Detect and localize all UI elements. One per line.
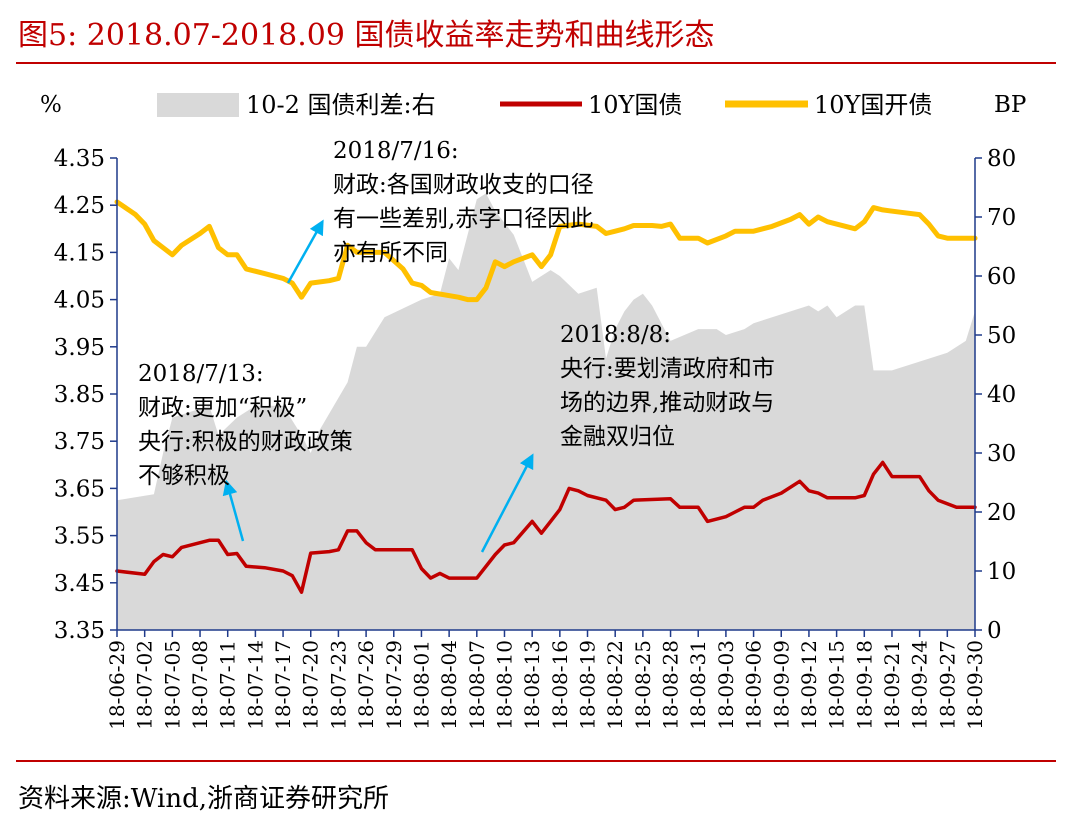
- annotation-0713-line: 央行:积极的财政政策: [138, 429, 353, 455]
- x-tick-label: 18-07-20: [299, 640, 323, 730]
- legend-swatch-spread: [157, 93, 239, 117]
- x-tick-label: 18-07-17: [271, 640, 295, 730]
- x-tick-label: 18-07-14: [243, 640, 267, 730]
- right-tick-label: 0: [987, 618, 1002, 644]
- x-tick-label: 18-08-25: [631, 640, 655, 730]
- left-tick-label: 3.65: [54, 476, 105, 502]
- annotation-0808-line: 2018:8/8:: [560, 322, 671, 348]
- source-note: 资料来源:Wind,浙商证券研究所: [18, 784, 389, 814]
- right-tick-label: 40: [987, 382, 1016, 408]
- x-tick-label: 18-09-30: [963, 640, 987, 730]
- x-tick-label: 18-07-26: [354, 640, 378, 730]
- legend-label-10y-gov: 10Y国债: [588, 91, 682, 119]
- right-tick-label: 60: [987, 264, 1016, 290]
- annotation-0713-line: 2018/7/13:: [138, 361, 264, 387]
- left-tick-label: 3.55: [54, 524, 105, 550]
- yield-lines-layer: [114, 199, 978, 594]
- x-tick-label: 18-08-19: [576, 640, 600, 730]
- x-tick-label: 18-07-29: [382, 640, 406, 730]
- x-tick-label: 18-07-08: [188, 640, 212, 730]
- right-tick-label: 80: [987, 146, 1016, 172]
- series-10y-cdb-line: [114, 199, 978, 303]
- x-tick-label: 18-09-24: [908, 640, 932, 730]
- left-tick-label: 3.75: [54, 429, 105, 455]
- legend-label-spread: 10-2 国债利差:右: [246, 91, 436, 119]
- left-tick-label: 4.25: [54, 193, 105, 219]
- x-tick-label: 18-09-21: [880, 640, 904, 730]
- x-tick-label: 18-08-04: [437, 640, 461, 730]
- x-tick-label: 18-06-29: [105, 640, 129, 730]
- left-tick-label: 3.35: [54, 618, 105, 644]
- annotation-arrow-0716: [286, 219, 324, 284]
- x-tick-label: 18-08-10: [493, 640, 517, 730]
- x-tick-label: 18-08-16: [548, 640, 572, 730]
- bottom-divider: [16, 760, 1056, 762]
- top-divider: [16, 62, 1056, 64]
- annotation-0808-line: 央行:要划清政府和市: [560, 356, 775, 382]
- spread-10-2-area: [117, 193, 975, 630]
- left-tick-label: 3.45: [54, 571, 105, 597]
- x-tick-label: 18-08-28: [659, 640, 683, 730]
- left-tick-label: 3.95: [54, 335, 105, 361]
- right-tick-label: 30: [987, 441, 1016, 467]
- x-tick-label: 18-08-22: [603, 640, 627, 730]
- annotation-0808-line: 金融双归位: [560, 424, 675, 450]
- right-axis-unit: BP: [994, 92, 1026, 118]
- left-tick-label: 3.85: [54, 382, 105, 408]
- annotation-0808-line: 场的边界,推动财政与: [560, 390, 774, 416]
- x-tick-label: 18-09-18: [852, 640, 876, 730]
- x-tick-label: 18-09-27: [935, 640, 959, 730]
- x-tick-label: 18-08-01: [410, 640, 434, 730]
- chart-title: 图5: 2018.07-2018.09 国债收益率走势和曲线形态: [18, 18, 715, 53]
- right-tick-label: 20: [987, 500, 1016, 526]
- annotation-0716-line: 2018/7/16:: [333, 138, 459, 164]
- left-tick-label: 4.15: [54, 240, 105, 266]
- x-tick-label: 18-08-31: [686, 640, 710, 730]
- legend-label-10y-cdb: 10Y国开债: [814, 91, 932, 119]
- spread-area-layer: [117, 193, 975, 630]
- series-10y-gov-line: [115, 460, 977, 594]
- annotation-0716-line: 财政:各国财政收支的口径: [333, 172, 594, 198]
- x-tick-label: 18-09-15: [825, 640, 849, 730]
- x-tick-label: 18-07-02: [133, 640, 157, 730]
- x-tick-label: 18-08-07: [465, 640, 489, 730]
- left-axis-unit: %: [40, 92, 62, 118]
- annotation-0716-line: 亦有所不同: [333, 240, 448, 266]
- left-tick-label: 4.35: [54, 146, 105, 172]
- tick-labels-layer: 4.35 4.25 4.15 4.05 3.95 3.85 3.75 3.65 3.55 3.45…: [40, 92, 1026, 730]
- annotation-0713-line: 财政:更加“积极”: [138, 395, 307, 421]
- annotation-arrow-0713: [222, 479, 245, 542]
- axes-layer: [110, 157, 982, 637]
- x-tick-label: 18-09-06: [742, 640, 766, 730]
- annotation-0716-line: 有一些差别,赤字口径因此: [333, 206, 593, 232]
- x-tick-label: 18-07-05: [160, 640, 184, 730]
- x-tick-label: 18-07-11: [216, 640, 240, 730]
- right-tick-label: 50: [987, 323, 1016, 349]
- yield-chart: 4.35 4.25 4.15 4.05 3.95 3.85 3.75 3.65 3.55 3.45…: [40, 91, 1026, 730]
- x-tick-label: 18-09-09: [769, 640, 793, 730]
- x-tick-label: 18-09-03: [714, 640, 738, 730]
- x-tick-label: 18-08-13: [520, 640, 544, 730]
- left-tick-label: 4.05: [54, 288, 105, 314]
- legend: 10-2 国债利差:右 10Y国债 10Y国开债: [157, 91, 932, 119]
- x-tick-label: 18-09-12: [797, 640, 821, 730]
- annotation-arrow-0808: [480, 453, 534, 553]
- x-tick-label: 18-07-23: [326, 640, 350, 730]
- right-tick-label: 10: [987, 559, 1016, 585]
- right-tick-label: 70: [987, 205, 1016, 231]
- annotation-0713-line: 不够积极: [138, 463, 230, 489]
